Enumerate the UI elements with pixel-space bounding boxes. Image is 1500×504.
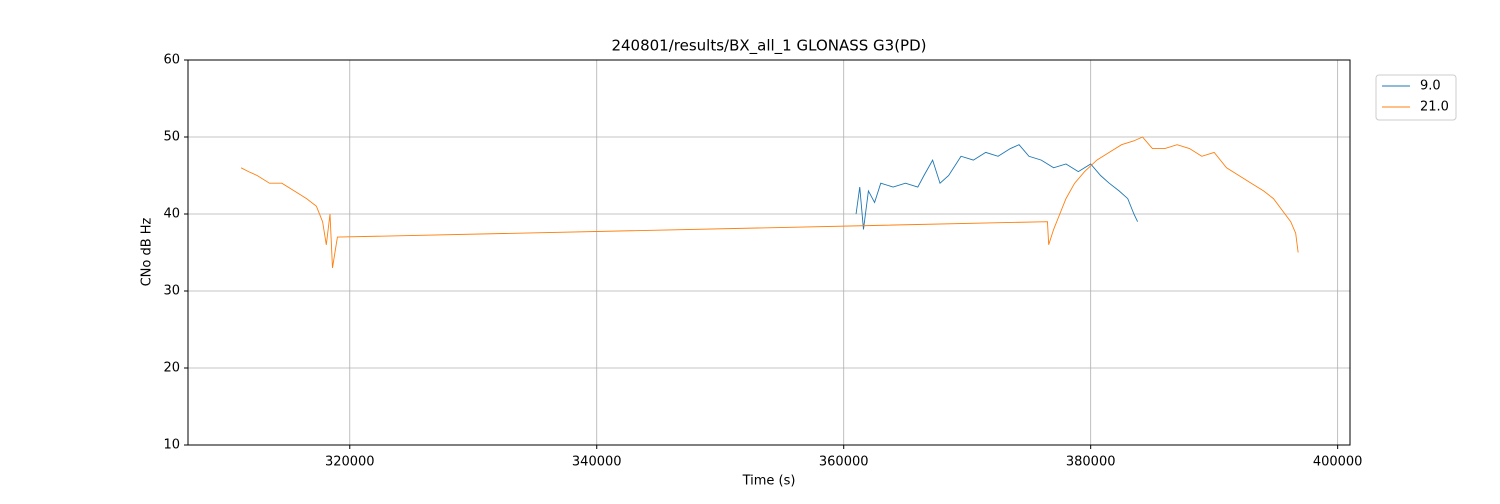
- x-tick-label: 400000: [1313, 455, 1363, 470]
- chart-title: 240801/results/BX_all_1 GLONASS G3(PD): [611, 37, 926, 56]
- legend-label: 21.0: [1420, 100, 1449, 115]
- legend-label: 9.0: [1420, 79, 1441, 94]
- series-line: [240, 136, 1299, 268]
- y-tick-label: 10: [163, 438, 180, 453]
- x-tick-label: 380000: [1066, 455, 1116, 470]
- legend: 9.0 21.0: [1375, 74, 1457, 121]
- y-axis-label: CNo dB Hz: [140, 217, 155, 286]
- y-tick-label: 60: [163, 53, 180, 68]
- y-tick-label: 50: [163, 130, 180, 145]
- y-tick-label: 20: [163, 361, 180, 376]
- x-axis-label: Time (s): [742, 474, 796, 489]
- x-tick-label: 340000: [572, 455, 622, 470]
- y-tick-label: 30: [163, 284, 180, 299]
- plot-frame: [187, 59, 1351, 446]
- x-tick-label: 320000: [325, 455, 375, 470]
- x-tick-label: 360000: [819, 455, 869, 470]
- series-line: [855, 144, 1139, 230]
- y-tick-label: 40: [163, 207, 180, 222]
- plot-lines: [240, 136, 1299, 268]
